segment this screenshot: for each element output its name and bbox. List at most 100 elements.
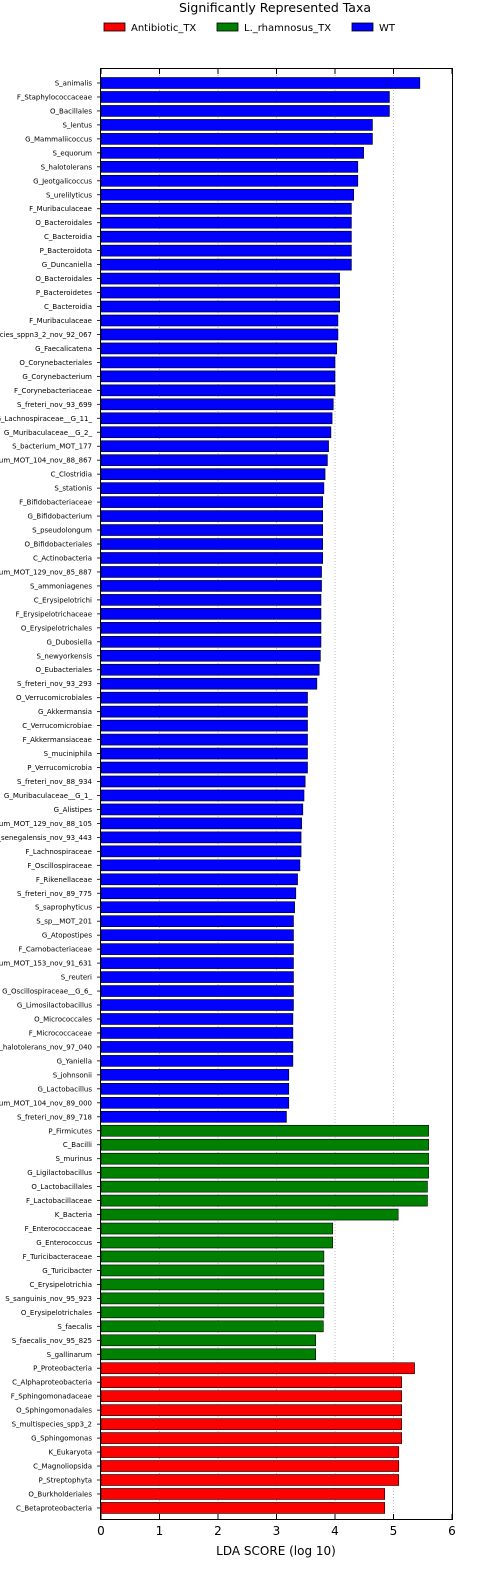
- x-tick-label: 5: [390, 1524, 398, 1538]
- bar: [100, 216, 352, 229]
- category-label: G_Oscillospiraceae__G_6_: [2, 988, 92, 996]
- bar: [100, 747, 308, 760]
- category-label: S_faecalis: [57, 1323, 92, 1331]
- bar: [100, 1138, 429, 1151]
- category-label: G_Lachnospiraceae__G_11_: [0, 415, 92, 423]
- bar: [100, 1404, 402, 1416]
- bar: [100, 957, 294, 969]
- bar: [100, 761, 308, 774]
- category-label: G_Dubosiella: [46, 638, 92, 646]
- category-label: S_faecalis_nov_95_825: [12, 1337, 92, 1345]
- category-label: O_Verrucomicrobiales: [16, 694, 92, 702]
- category-label: G_Sphingomonas: [31, 1435, 92, 1443]
- legend-label: WT: [379, 23, 396, 34]
- category-label: S_pseudolongum: [32, 527, 92, 535]
- bar: [100, 1110, 287, 1123]
- bar: [100, 1250, 325, 1263]
- category-label: C_Verrucomicrobiae: [22, 722, 92, 730]
- category-label: S_multispecies_spp3_2: [12, 1421, 92, 1429]
- x-tick-label: 4: [331, 1524, 339, 1538]
- legend-swatch: [351, 22, 374, 32]
- category-label: O_Bacteroidales: [35, 219, 92, 227]
- category-label: G_Bifidobacterium: [27, 513, 92, 521]
- bar: [100, 622, 322, 634]
- category-label: C_Bacilli: [63, 1141, 92, 1149]
- bar: [100, 468, 326, 480]
- bar: [100, 1390, 402, 1402]
- bar: [100, 1474, 400, 1486]
- bar: [100, 1152, 429, 1165]
- category-label: S_freteri_nov_93_293: [17, 680, 92, 688]
- category-label: P_Firmicutes: [48, 1127, 92, 1135]
- category-label: S_murinus: [55, 1155, 92, 1163]
- category-label: S_sanguinis_nov_95_923: [5, 1295, 92, 1303]
- bar: [100, 999, 294, 1011]
- bar: [100, 91, 390, 103]
- category-label: G_Faecalicatena: [35, 345, 92, 353]
- category-label: S_bacterium_MOT_177: [12, 443, 92, 451]
- bar: [100, 943, 294, 955]
- bar: [100, 105, 390, 117]
- bar: [100, 803, 304, 816]
- category-label: O_Sphingomonadales: [16, 1407, 92, 1415]
- category-label: P_Bacteroidota: [40, 247, 92, 255]
- bar: [100, 188, 355, 201]
- bar: [100, 1208, 399, 1221]
- bar: [100, 580, 322, 592]
- category-label: F_Enterococcaceae: [25, 1225, 92, 1233]
- bar: [100, 1446, 400, 1458]
- bar: [100, 1376, 402, 1389]
- category-label: C_Erysipelotrichi: [34, 596, 92, 604]
- category-label: F_Corynebacteriaceae: [14, 387, 92, 395]
- bar: [100, 370, 336, 383]
- bar: [100, 1278, 325, 1291]
- category-label: G_Muribaculaceae__G_2_: [4, 429, 93, 437]
- category-label: K_Eukaryota: [48, 1449, 92, 1457]
- category-label: S_sp__MOT_201: [36, 918, 92, 926]
- bars-group: [100, 77, 429, 1514]
- bar: [100, 1097, 290, 1109]
- category-label: S_lentus: [63, 121, 93, 129]
- category-label: C_Clostridia: [51, 471, 92, 479]
- category-label: S_ammoniagenes: [30, 582, 92, 590]
- legend-item: L._rhamnosus_TX: [216, 22, 331, 34]
- category-label: C_Alphaproteobacteria: [12, 1379, 92, 1387]
- bar: [100, 286, 340, 299]
- category-label: O_Eubacteriales: [35, 666, 92, 674]
- bar: [100, 775, 306, 788]
- category-label: S_freteri_nov_89_718: [17, 1113, 92, 1121]
- category-label: S_bacterium_MOT_129_nov_88_105: [0, 820, 92, 828]
- bar: [100, 1432, 402, 1444]
- bar: [100, 901, 295, 914]
- x-tick-label: 0: [97, 1524, 105, 1538]
- x-tick-label: 6: [448, 1524, 456, 1538]
- category-label: G_Ligilactobacillus: [27, 1169, 92, 1177]
- bar: [100, 77, 421, 89]
- bar: [100, 1502, 386, 1514]
- bar: [100, 1362, 415, 1375]
- legend-item: Antibiotic_TX: [103, 22, 196, 34]
- legend-swatch: [103, 22, 126, 32]
- category-label: S_halotolerans_nov_97_040: [0, 1043, 92, 1051]
- bar: [100, 1041, 294, 1053]
- bar: [100, 1334, 316, 1347]
- category-label: F_Staphylococcaceae: [17, 93, 92, 101]
- bar: [100, 733, 308, 746]
- category-label: F_Muribaculaceae: [29, 317, 92, 325]
- category-label: P_Proteobacteria: [33, 1365, 92, 1373]
- bar: [100, 929, 294, 941]
- category-label: S_bacterium_MOT_153_nov_91_631: [0, 960, 92, 968]
- category-label: G_Akkermansia: [38, 708, 92, 716]
- category-label: G_Muribaculaceae__G_1_: [4, 792, 93, 800]
- bar: [100, 202, 352, 215]
- legend-swatch: [216, 22, 239, 32]
- bar: [100, 677, 318, 690]
- bar: [100, 1180, 428, 1193]
- bar: [100, 496, 324, 508]
- bar: [100, 1460, 400, 1472]
- category-label: S_bacterium_MOT_104_nov_88_867: [0, 457, 92, 465]
- bar: [100, 887, 297, 900]
- category-label: G_Jeotgalicoccus: [33, 177, 92, 185]
- bar: [100, 1166, 429, 1179]
- category-label: C_Actinobacteria: [33, 554, 92, 562]
